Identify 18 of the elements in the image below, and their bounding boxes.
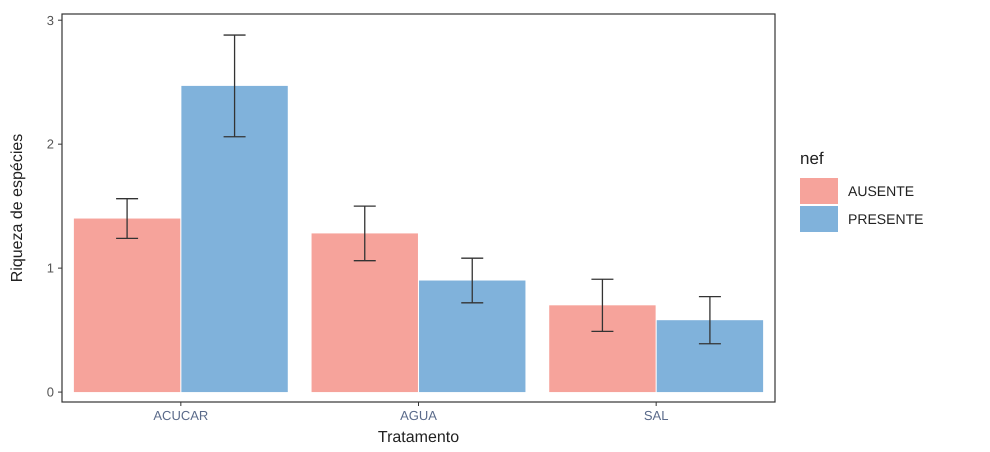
x-axis-title: Tratamento bbox=[378, 429, 460, 446]
bar bbox=[656, 320, 764, 392]
y-tick-label: 3 bbox=[46, 12, 54, 28]
y-tick-label: 2 bbox=[46, 136, 54, 152]
x-tick-label: ACUCAR bbox=[153, 408, 208, 423]
y-tick-label: 0 bbox=[46, 384, 54, 400]
legend-title: nef bbox=[800, 149, 824, 168]
bar bbox=[549, 305, 656, 392]
bar bbox=[74, 218, 180, 392]
bar bbox=[419, 280, 526, 392]
y-tick-label: 1 bbox=[46, 260, 54, 276]
legend-label: PRESENTE bbox=[848, 210, 924, 227]
bar bbox=[312, 233, 418, 392]
x-tick-label: AGUA bbox=[400, 408, 438, 423]
x-tick-label: SAL bbox=[644, 408, 668, 423]
y-axis-title: Riqueza de espécies bbox=[9, 134, 26, 282]
legend-label: AUSENTE bbox=[848, 182, 914, 199]
bar bbox=[181, 86, 288, 392]
